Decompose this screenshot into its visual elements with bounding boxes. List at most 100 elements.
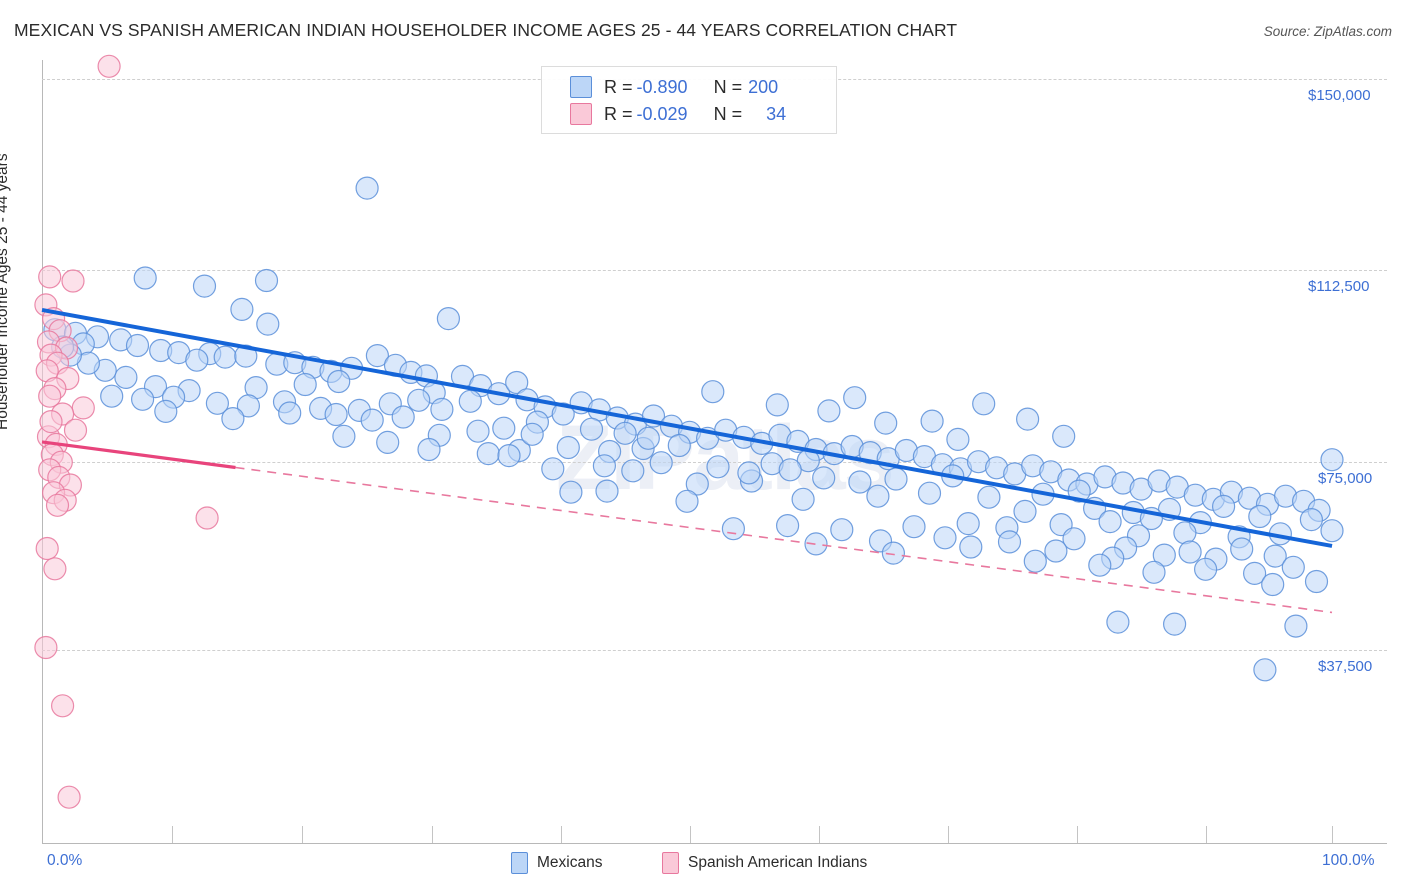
x-tick-50	[690, 826, 691, 843]
data-point	[234, 344, 258, 368]
data-point	[701, 380, 725, 404]
r-value-1: -0.029	[636, 103, 688, 124]
data-point	[195, 506, 219, 530]
data-point	[541, 457, 565, 481]
data-point	[417, 437, 441, 462]
data-point	[332, 424, 356, 448]
data-point	[791, 487, 815, 511]
data-point	[959, 535, 983, 559]
gridline-37500	[42, 650, 1387, 651]
data-point	[556, 435, 580, 460]
trendline-mexicans	[41, 307, 1333, 548]
data-point	[1052, 424, 1076, 448]
data-point	[765, 393, 789, 417]
r-label-0: R =	[604, 76, 633, 97]
data-point	[376, 430, 400, 454]
x-tick-20	[302, 826, 303, 843]
x-tick-30	[432, 826, 433, 843]
stats-legend-row-mexicans: R = -0.890 N = 200	[570, 74, 778, 100]
data-point	[830, 518, 854, 542]
page-title: MEXICAN VS SPANISH AMERICAN INDIAN HOUSE…	[14, 20, 958, 40]
data-point	[884, 467, 908, 491]
data-point	[778, 458, 802, 482]
gridline-112500	[42, 270, 1387, 271]
data-point	[43, 557, 67, 581]
data-point	[551, 402, 575, 426]
x-tick-80	[1077, 826, 1078, 843]
data-point	[1015, 407, 1040, 431]
y-axis-title: Householder Income Ages 25 - 44 years	[0, 153, 11, 430]
data-point	[685, 472, 709, 496]
n-label-1: N =	[713, 103, 743, 124]
data-point	[1211, 494, 1236, 518]
data-point	[592, 454, 617, 478]
data-point	[1320, 519, 1344, 543]
trendline-spanish-american-indians	[41, 440, 236, 470]
data-point	[649, 451, 673, 475]
data-point	[866, 484, 890, 508]
data-point	[579, 417, 604, 441]
data-point	[1263, 544, 1287, 568]
n-label-0: N =	[713, 76, 743, 97]
data-point	[1299, 507, 1324, 532]
data-point	[977, 485, 1001, 509]
data-point	[812, 466, 836, 490]
data-point	[667, 433, 691, 458]
data-point	[407, 388, 431, 412]
data-point	[917, 481, 942, 505]
data-point	[192, 274, 217, 298]
square-swatch-icon	[511, 852, 528, 874]
data-point	[497, 444, 521, 468]
data-point	[324, 402, 348, 427]
data-point	[63, 418, 88, 442]
data-point	[737, 461, 761, 485]
data-point	[817, 399, 841, 423]
data-point	[721, 517, 746, 541]
data-point	[804, 532, 828, 556]
series-spanish-american-indians	[34, 54, 219, 809]
data-point	[505, 370, 529, 395]
data-point	[355, 176, 379, 200]
data-point	[920, 409, 944, 433]
x-tick-90	[1206, 826, 1207, 843]
r-label-1: R =	[604, 103, 633, 124]
data-point	[1142, 560, 1166, 584]
data-point	[38, 384, 62, 408]
legend-item-spanish-american-indians[interactable]: Spanish American Indians	[662, 852, 867, 874]
data-point	[230, 297, 254, 321]
data-point	[61, 269, 85, 293]
data-point	[1152, 543, 1176, 567]
data-point	[360, 408, 384, 432]
y-axis-label-3: $37,500	[1318, 658, 1373, 675]
data-point	[365, 344, 389, 368]
data-point	[34, 635, 58, 660]
legend-label-mexicans: Mexicans	[537, 854, 603, 871]
data-point	[520, 422, 544, 446]
data-point	[1098, 509, 1122, 534]
data-point	[881, 541, 906, 565]
data-point	[874, 411, 898, 435]
data-point	[1178, 540, 1202, 564]
data-point	[613, 421, 637, 445]
stats-legend-row-spanish-american-indians: R = -0.029 N = 34	[570, 101, 786, 127]
x-tick-10	[172, 826, 173, 843]
data-point	[458, 389, 482, 413]
data-point	[154, 399, 178, 423]
data-point	[595, 479, 619, 503]
legend-item-mexicans[interactable]: Mexicans	[511, 852, 602, 874]
data-point	[1248, 504, 1272, 529]
data-point	[1162, 612, 1187, 636]
data-point	[205, 391, 229, 415]
data-point	[185, 348, 209, 372]
data-point	[559, 480, 583, 504]
x-tick-70	[948, 826, 949, 843]
square-swatch-icon	[662, 852, 679, 874]
data-point	[100, 384, 124, 408]
data-point	[466, 419, 490, 443]
x-axis-label-min: 0.0%	[47, 852, 83, 869]
stats-legend: R = -0.890 N = 200 R = -0.029 N = 34	[541, 66, 837, 134]
data-point	[1013, 499, 1037, 523]
data-point	[1253, 658, 1277, 682]
